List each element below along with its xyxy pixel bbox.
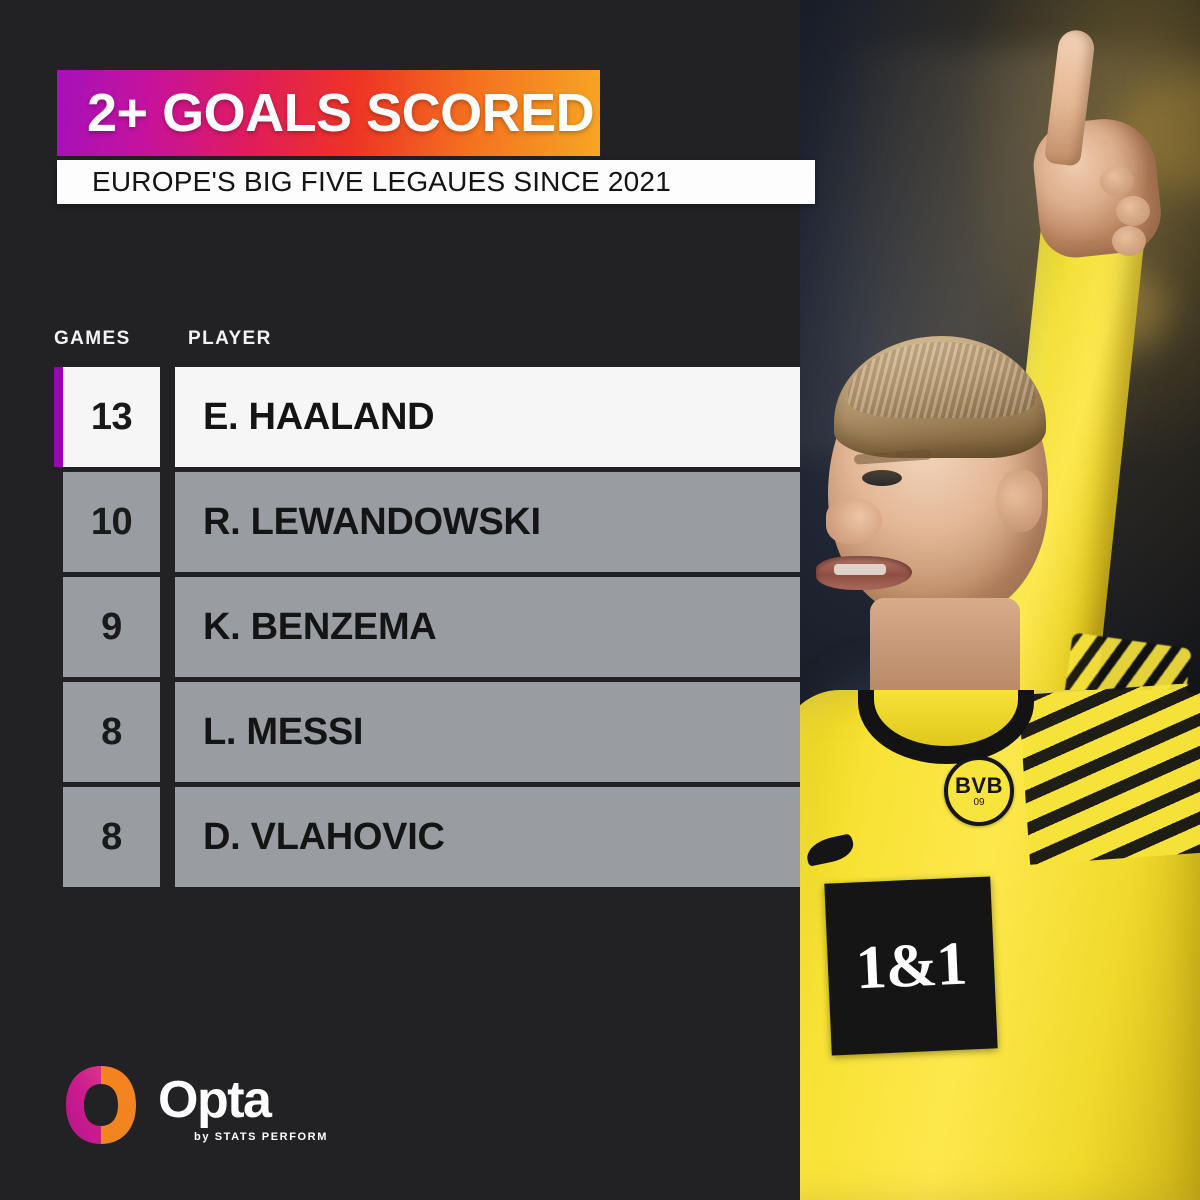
sponsor-label: 1&1 xyxy=(854,929,968,1002)
row-accent-spacer xyxy=(54,682,63,782)
table-row: 13 E. HAALAND xyxy=(54,367,800,467)
column-header-games: GAMES xyxy=(54,328,131,349)
cell-games: 8 xyxy=(63,682,160,782)
cell-games: 9 xyxy=(63,577,160,677)
cell-divider xyxy=(160,682,175,782)
jersey-shoulder-stripes xyxy=(1018,681,1200,865)
table-row: 8 L. MESSI xyxy=(54,682,800,782)
row-accent-spacer xyxy=(54,787,63,887)
sponsor-patch: 1&1 xyxy=(824,876,998,1056)
haaland-celebration-photo: ★ BVB 09 1&1 xyxy=(800,0,1200,1200)
bvb-crest-icon: BVB 09 xyxy=(944,756,1014,826)
page-subtitle: EUROPE'S BIG FIVE LEGAUES SINCE 2021 xyxy=(92,166,671,197)
crest-label: BVB xyxy=(955,772,1003,798)
cell-player: R. LEWANDOWSKI xyxy=(175,472,800,572)
knuckle xyxy=(1112,226,1146,256)
cell-divider xyxy=(160,787,175,887)
cell-player: D. VLAHOVIC xyxy=(175,787,800,887)
player-ear xyxy=(996,470,1042,532)
cell-divider xyxy=(160,577,175,677)
table-column-headers: GAMES PLAYER xyxy=(54,328,754,354)
opta-logo: Opta by STATS PERFORM xyxy=(62,1060,332,1156)
row-accent-spacer xyxy=(54,577,63,677)
cell-divider xyxy=(160,472,175,572)
table-row: 8 D. VLAHOVIC xyxy=(54,787,800,887)
cell-player: L. MESSI xyxy=(175,682,800,782)
row-accent-spacer xyxy=(54,472,63,572)
cell-player: E. HAALAND xyxy=(175,367,800,467)
leaderboard-table: 13 E. HAALAND 10 R. LEWANDOWSKI 9 K. BEN… xyxy=(54,367,800,892)
leader-accent-bar xyxy=(54,367,63,467)
cell-games: 13 xyxy=(63,367,160,467)
opta-tagline: by STATS PERFORM xyxy=(194,1131,328,1143)
crest-star-icon: ★ xyxy=(968,741,984,760)
cell-games: 8 xyxy=(63,787,160,887)
table-row: 10 R. LEWANDOWSKI xyxy=(54,472,800,572)
crest-year: 09 xyxy=(973,796,985,808)
subtitle-banner: EUROPE'S BIG FIVE LEGAUES SINCE 2021 xyxy=(57,160,815,204)
opta-wordmark: Opta xyxy=(158,1071,272,1129)
player-eye xyxy=(862,470,902,486)
column-header-player: PLAYER xyxy=(188,328,272,349)
page-title: 2+ GOALS SCORED xyxy=(87,83,595,143)
cell-games: 10 xyxy=(63,472,160,572)
knuckle xyxy=(1100,166,1134,196)
cell-player: K. BENZEMA xyxy=(175,577,800,677)
player-teeth xyxy=(834,564,886,575)
title-banner: 2+ GOALS SCORED xyxy=(57,70,600,156)
knuckle xyxy=(1116,196,1150,226)
player-nose xyxy=(826,498,882,544)
opta-mark-icon xyxy=(66,1066,136,1144)
table-row: 9 K. BENZEMA xyxy=(54,577,800,677)
cell-divider xyxy=(160,367,175,467)
